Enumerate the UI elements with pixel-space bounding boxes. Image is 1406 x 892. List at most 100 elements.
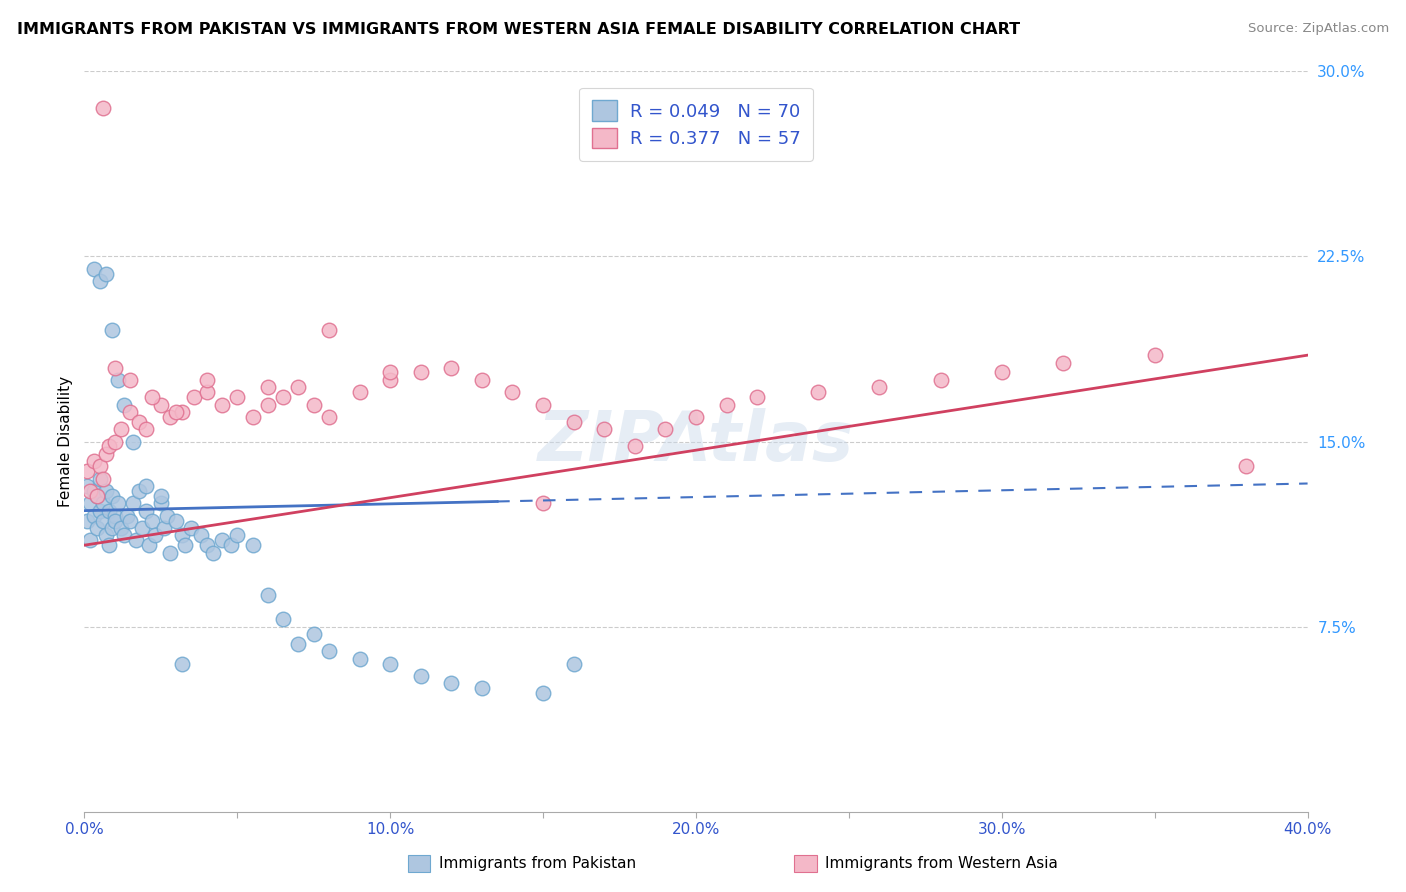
Point (318, 409, 340, 424)
Point (79, 533, 101, 548)
Point (211, 533, 233, 548)
Point (91, 496, 114, 510)
Point (120, 373, 142, 387)
Point (97, 503, 120, 517)
Point (440, 360, 463, 375)
Point (120, 405, 142, 419)
Point (89, 459, 111, 474)
Point (257, 380, 280, 394)
Point (83, 508, 105, 523)
Point (165, 405, 187, 419)
Point (89, 274, 111, 288)
Point (83, 483, 105, 498)
Point (349, 651, 371, 665)
Point (91, 102, 114, 116)
Point (79, 496, 101, 510)
Point (747, 390, 769, 404)
Point (287, 637, 309, 651)
Point (159, 409, 181, 424)
Point (174, 538, 197, 552)
Point (172, 405, 194, 419)
Point (1143, 348, 1166, 362)
Point (531, 496, 554, 510)
Point (195, 385, 218, 400)
Point (257, 588, 280, 602)
Point (440, 676, 463, 690)
Point (257, 398, 280, 412)
Point (380, 373, 402, 387)
Point (89, 471, 111, 485)
Legend: R = 0.049   N = 70, R = 0.377   N = 57: R = 0.049 N = 70, R = 0.377 N = 57 (579, 87, 813, 161)
Point (122, 496, 145, 510)
Point (172, 657, 194, 671)
Point (101, 489, 124, 503)
Point (562, 415, 585, 429)
Point (149, 489, 172, 503)
Point (201, 546, 224, 560)
Point (1052, 355, 1074, 369)
Point (318, 644, 340, 658)
Point (94, 483, 117, 498)
Point (380, 657, 402, 671)
Point (91, 471, 114, 485)
Point (94, 267, 117, 281)
Point (242, 409, 264, 424)
Point (807, 385, 830, 400)
Point (929, 373, 952, 387)
Point (76, 479, 98, 493)
Point (593, 422, 616, 436)
Point (991, 366, 1014, 380)
Point (1236, 459, 1258, 474)
Text: Source: ZipAtlas.com: Source: ZipAtlas.com (1249, 22, 1389, 36)
Point (97, 440, 120, 454)
Point (195, 538, 218, 552)
Point (502, 385, 524, 400)
Point (172, 528, 194, 542)
Point (101, 521, 124, 535)
Point (131, 521, 153, 535)
Point (110, 422, 132, 436)
Point (531, 398, 554, 412)
Point (120, 514, 142, 528)
Point (79, 483, 101, 498)
Point (156, 508, 179, 523)
Point (122, 434, 145, 449)
Point (76, 464, 98, 478)
Point (318, 324, 340, 338)
Point (242, 538, 264, 552)
Point (562, 657, 585, 671)
Point (86, 521, 108, 535)
Point (107, 373, 129, 387)
Point (226, 528, 249, 542)
Point (101, 324, 124, 338)
Point (471, 373, 494, 387)
Point (716, 398, 738, 412)
Point (531, 686, 554, 700)
Point (135, 479, 157, 493)
Point (211, 398, 233, 412)
Point (226, 390, 249, 404)
Point (110, 521, 132, 535)
Point (153, 521, 176, 535)
Point (141, 390, 163, 404)
Text: Immigrants from Western Asia: Immigrants from Western Asia (825, 856, 1059, 871)
Point (409, 669, 432, 683)
Point (86, 489, 108, 503)
Point (271, 612, 294, 626)
Point (83, 454, 105, 468)
Point (180, 521, 202, 535)
Point (143, 528, 166, 542)
Point (287, 380, 309, 394)
Point (409, 366, 432, 380)
Point (135, 503, 157, 517)
Point (91, 514, 114, 528)
Point (94, 447, 117, 461)
Point (624, 440, 647, 454)
Point (86, 489, 108, 503)
Point (219, 538, 242, 552)
Point (159, 546, 181, 560)
Point (471, 681, 494, 696)
Point (685, 409, 707, 424)
Point (135, 422, 157, 436)
Point (104, 360, 127, 375)
